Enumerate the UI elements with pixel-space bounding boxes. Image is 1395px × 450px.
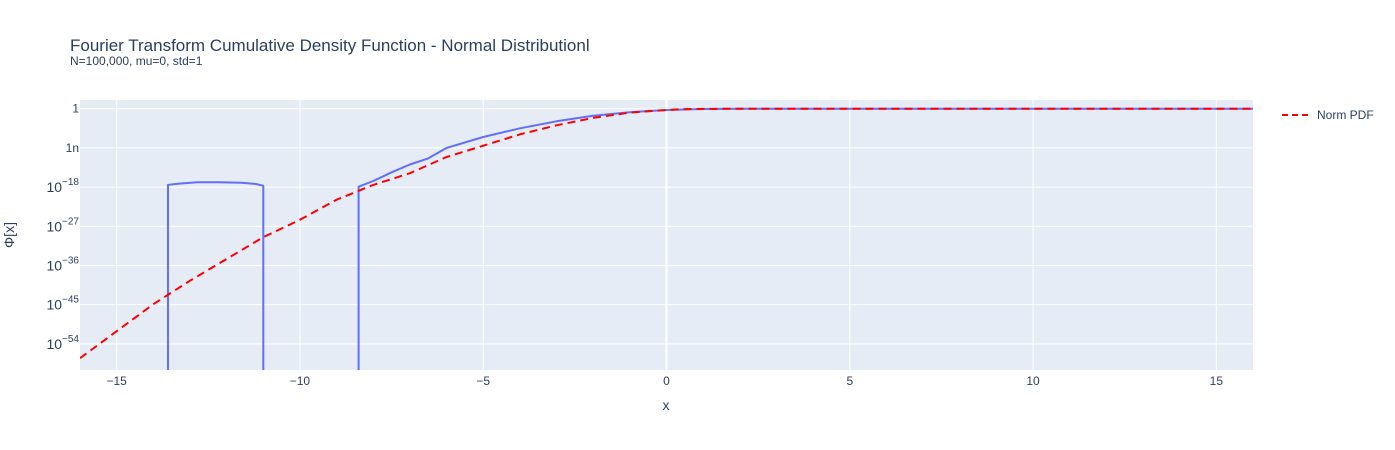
x-tick-label: −10 bbox=[290, 374, 311, 388]
y-tick-label: 1n bbox=[66, 141, 79, 155]
y-tick-label: 10−36 bbox=[46, 255, 79, 273]
y-tick-label: 1 bbox=[72, 102, 79, 116]
norm-pdf-line bbox=[80, 107, 1253, 360]
y-tick-label: 10−54 bbox=[46, 334, 79, 352]
x-tick-label: 0 bbox=[663, 374, 670, 388]
chart-subtitle: N=100,000, mu=0, std=1 bbox=[70, 54, 203, 68]
x-tick-label: 10 bbox=[1026, 374, 1040, 388]
legend[interactable]: Norm PDF bbox=[1282, 108, 1374, 122]
y-tick-label: 10−27 bbox=[46, 216, 79, 234]
x-tick-label: 15 bbox=[1210, 374, 1224, 388]
x-tick-label: −15 bbox=[106, 374, 127, 388]
x-axis: −15 −10 −5 0 5 10 15 bbox=[106, 374, 1223, 388]
x-tick-label: −5 bbox=[476, 374, 490, 388]
x-axis-title: x bbox=[663, 397, 670, 413]
plot-series bbox=[80, 107, 1253, 370]
y-tick-label: 10−18 bbox=[46, 177, 79, 195]
fft-cdf-line-segment bbox=[167, 181, 265, 370]
chart-title: Fourier Transform Cumulative Density Fun… bbox=[70, 36, 590, 55]
y-axis: 1 1n 10−18 10−27 10−36 10−45 10−54 bbox=[46, 102, 79, 352]
y-axis-title: Φ[x] bbox=[1, 222, 17, 248]
legend-norm-pdf-label: Norm PDF bbox=[1317, 108, 1374, 122]
x-tick-label: 5 bbox=[846, 374, 853, 388]
y-tick-label: 10−45 bbox=[46, 295, 79, 313]
